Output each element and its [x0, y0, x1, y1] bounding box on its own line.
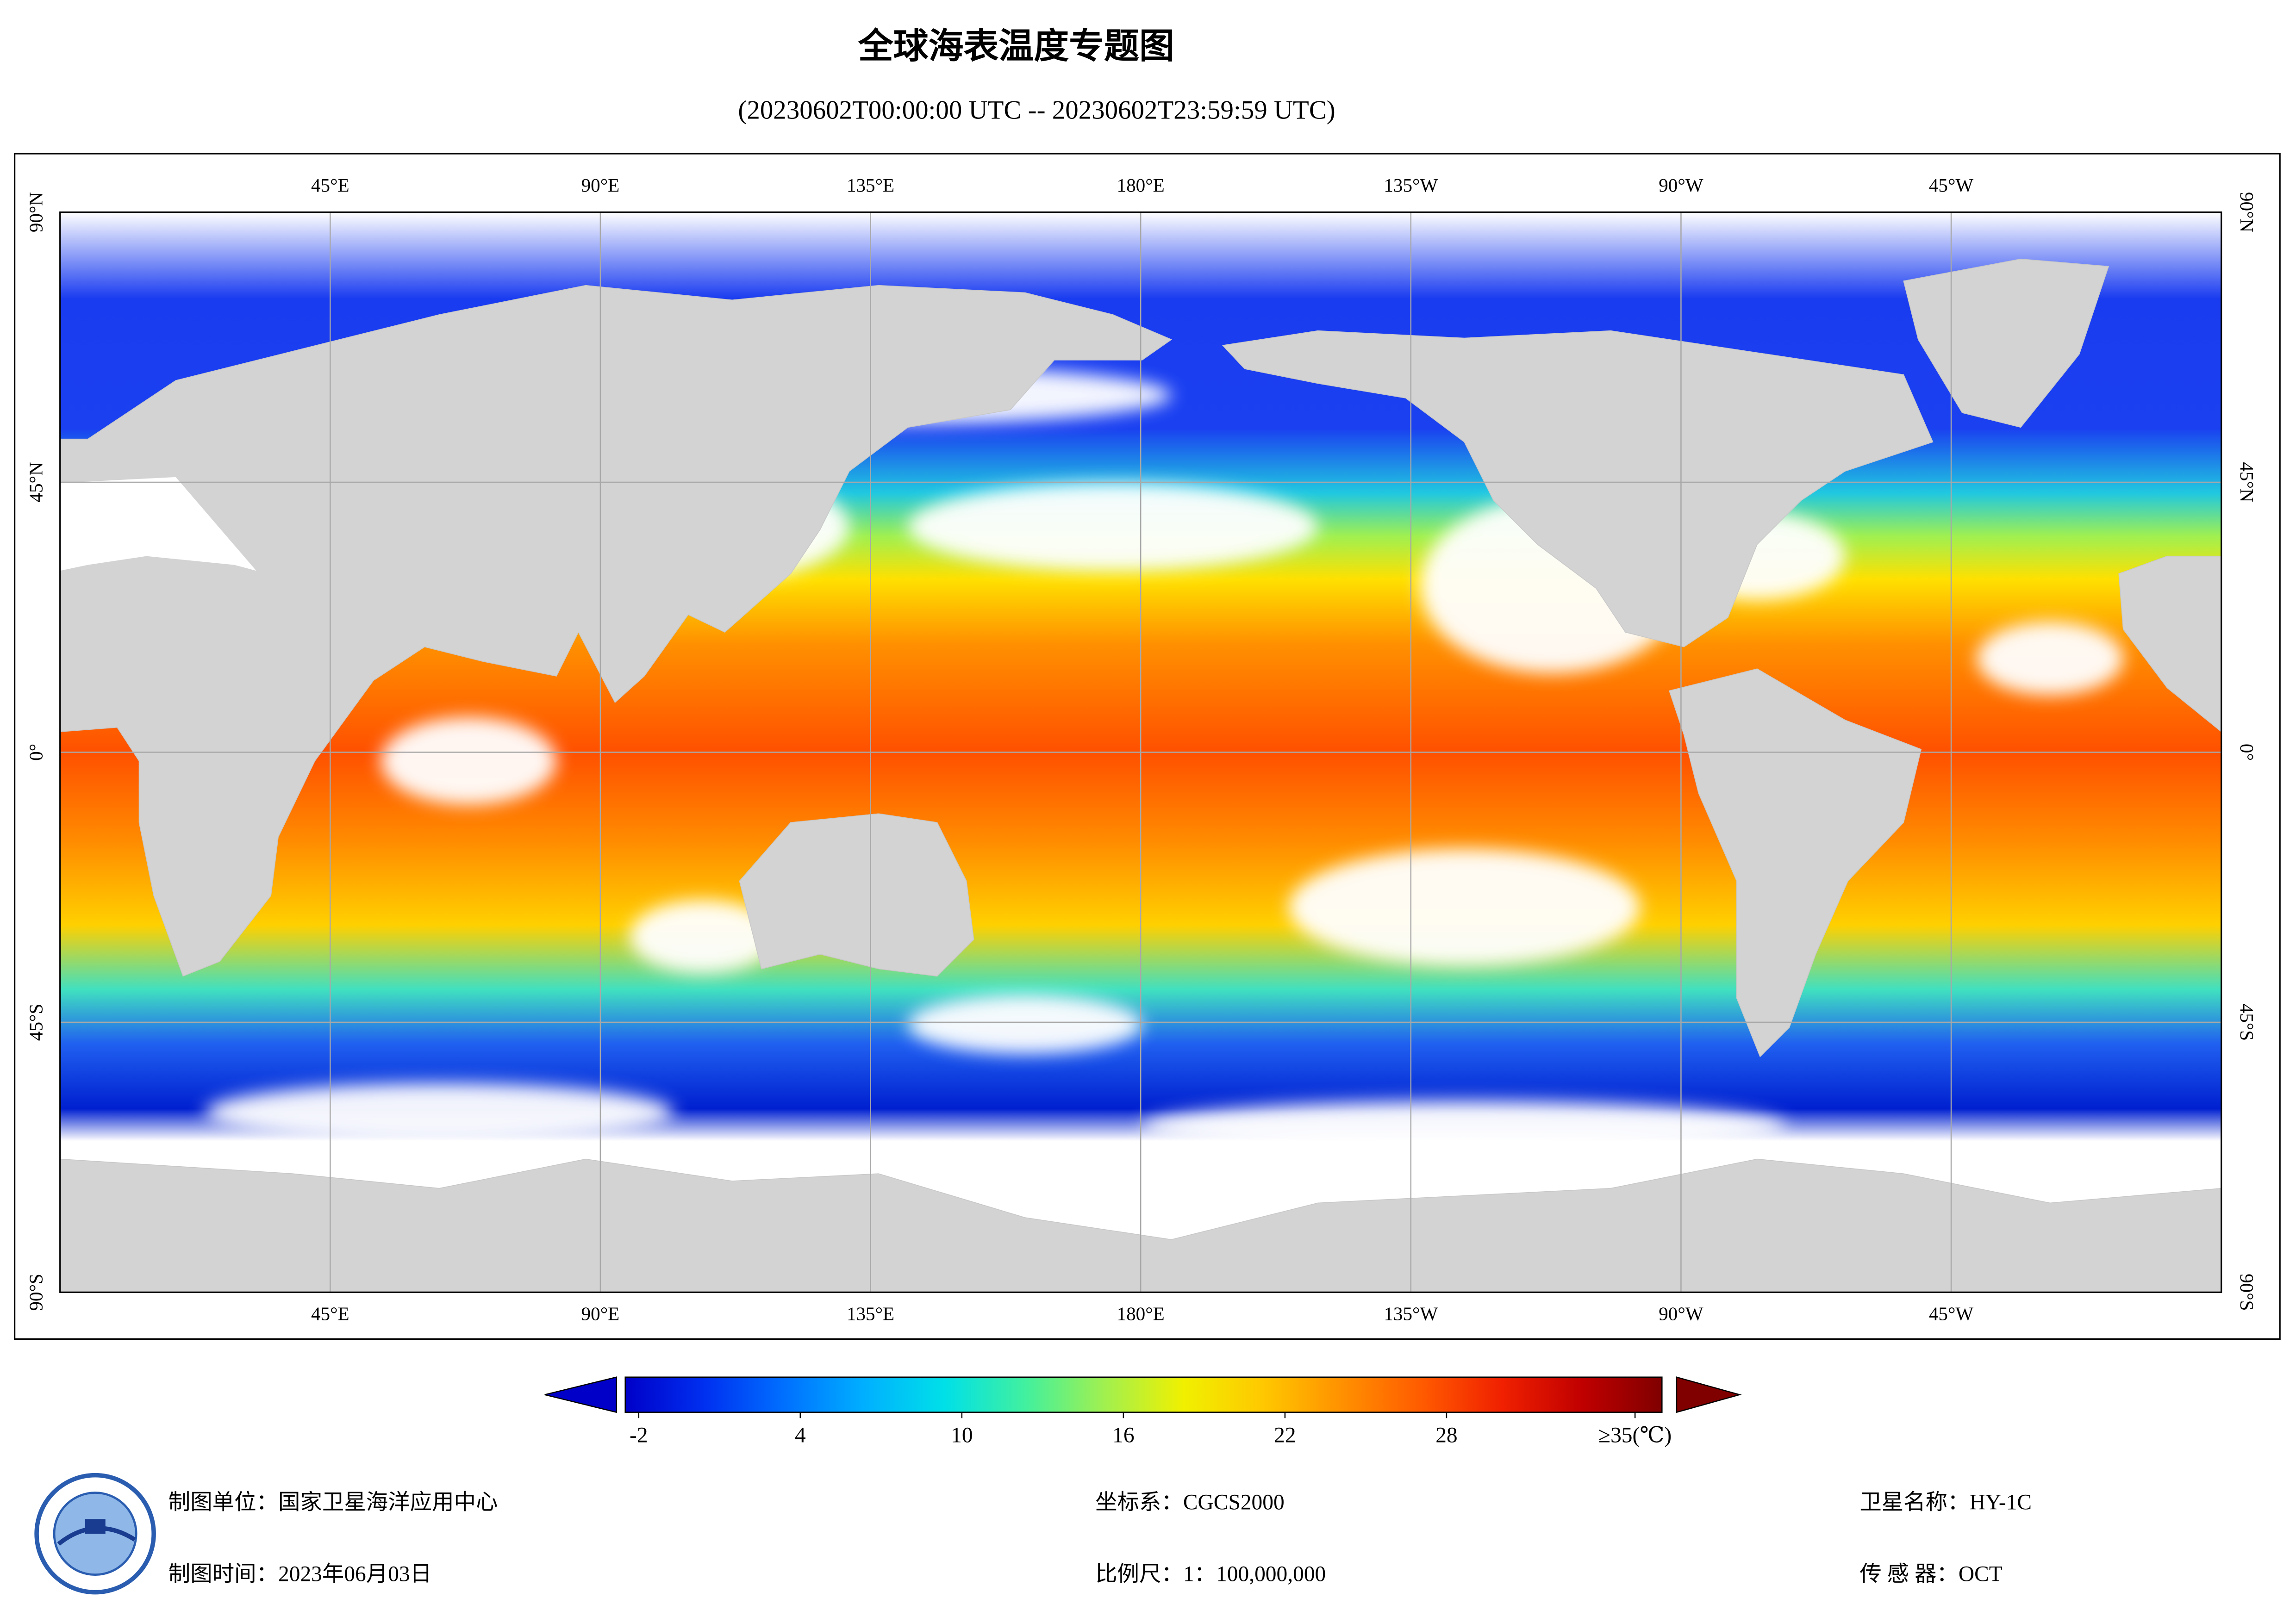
- mapping-date: 制图时间：2023年06月03日: [168, 1562, 432, 1586]
- lat-label-right: 45°S: [2236, 1004, 2258, 1041]
- lon-label-top: 135°W: [1384, 174, 1438, 196]
- lon-label-top: 90°E: [581, 174, 620, 196]
- lat-label-left: 0°: [25, 744, 47, 761]
- lon-label-bottom: 90°E: [581, 1303, 620, 1324]
- lon-label-top: 90°W: [1659, 174, 1703, 196]
- colorbar-tick-label: ≥35(℃): [1598, 1423, 1672, 1447]
- sensor-name: 传 感 器：OCT: [1859, 1562, 2002, 1586]
- coordinate-system: 坐标系：CGCS2000: [1095, 1491, 1285, 1515]
- lon-label-bottom: 135°W: [1384, 1303, 1438, 1324]
- lon-label-top: 180°E: [1117, 174, 1165, 196]
- colorbar-low-arrow: [544, 1376, 617, 1413]
- lat-label-left: 45°S: [25, 1004, 47, 1041]
- colorbar-tick-label: 28: [1435, 1423, 1457, 1447]
- lon-label-bottom: 180°E: [1117, 1303, 1165, 1324]
- map-frame: [14, 153, 2281, 1340]
- colorbar-ramp: [624, 1376, 1663, 1413]
- map-border: [59, 211, 2222, 1293]
- lat-label-right: 90°N: [2236, 192, 2258, 232]
- satellite-name: 卫星名称：HY-1C: [1859, 1491, 2032, 1515]
- subtitle: (20230602T00:00:00 UTC -- 20230602T23:59…: [738, 96, 1335, 125]
- colorbar: -2 4 10 16 22 28 ≥35(℃): [544, 1376, 1742, 1447]
- lat-label-right: 90°S: [2236, 1274, 2258, 1311]
- lon-label-top: 45°E: [311, 174, 349, 196]
- colorbar-tick-label: -2: [630, 1423, 648, 1447]
- lat-label-left: 90°S: [25, 1274, 47, 1311]
- colorbar-high-arrow: [1676, 1376, 1742, 1413]
- lon-label-top: 135°E: [847, 174, 894, 196]
- lat-label-right: 45°N: [2236, 462, 2258, 502]
- lon-label-bottom: 90°W: [1659, 1303, 1703, 1324]
- lon-label-top: 45°W: [1929, 174, 1974, 196]
- colorbar-tick-label: 22: [1274, 1423, 1296, 1447]
- lon-label-bottom: 45°W: [1929, 1303, 1974, 1324]
- lon-label-bottom: 45°E: [311, 1303, 349, 1324]
- lon-label-bottom: 135°E: [847, 1303, 894, 1324]
- map: [60, 212, 2221, 1293]
- title: 全球海表温度专题图: [858, 25, 1174, 66]
- colorbar-tick-label: 4: [795, 1423, 806, 1447]
- graticule: [60, 212, 2221, 1293]
- lat-label-left: 90°N: [25, 192, 47, 232]
- logo: [34, 1473, 156, 1595]
- lat-label-right: 0°: [2236, 744, 2258, 761]
- colorbar-tick-label: 16: [1112, 1423, 1134, 1447]
- colorbar-tick-label: 10: [951, 1423, 973, 1447]
- map-scale: 比例尺：1：100,000,000: [1095, 1562, 1326, 1586]
- lat-label-left: 45°N: [25, 462, 47, 502]
- mapping-unit: 制图单位：国家卫星海洋应用中心: [168, 1491, 498, 1515]
